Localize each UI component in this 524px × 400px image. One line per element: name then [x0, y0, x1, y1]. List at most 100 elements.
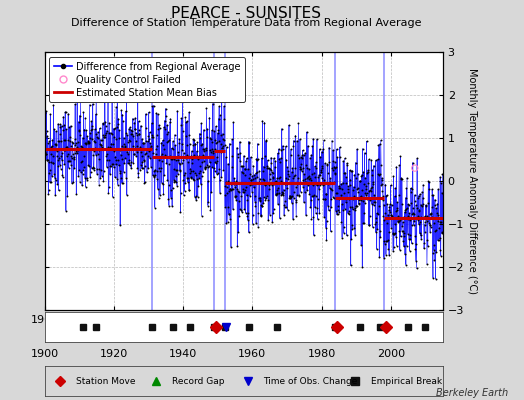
Point	[398, 223, 407, 230]
Point	[424, 200, 432, 206]
Point	[248, 173, 257, 179]
Point	[362, 186, 370, 193]
Point	[215, 166, 224, 172]
Point	[78, 182, 86, 189]
Point	[259, 163, 268, 170]
Point	[359, 169, 367, 175]
Point	[286, 193, 294, 200]
Point	[208, 164, 216, 170]
Point	[145, 148, 153, 154]
Point	[418, 203, 427, 210]
Point	[315, 210, 323, 216]
Point	[375, 203, 383, 209]
Point	[199, 152, 208, 158]
Point	[408, 222, 416, 228]
Point	[318, 163, 326, 170]
Point	[104, 91, 112, 97]
Point	[421, 219, 429, 225]
Text: Difference of Station Temperature Data from Regional Average: Difference of Station Temperature Data f…	[71, 18, 421, 28]
Point	[265, 165, 274, 172]
Point	[281, 143, 290, 150]
Point	[230, 178, 238, 185]
Point	[190, 194, 199, 200]
Point	[209, 150, 217, 156]
Point	[89, 151, 97, 158]
Point	[432, 249, 441, 256]
Point	[160, 118, 169, 124]
Point	[394, 217, 402, 224]
Point	[132, 129, 140, 136]
Point	[157, 153, 165, 160]
Point	[357, 193, 365, 200]
Point	[438, 228, 446, 235]
Point	[244, 210, 253, 216]
Point	[82, 175, 91, 181]
Point	[266, 212, 274, 218]
Point	[218, 145, 226, 151]
Point	[307, 196, 315, 203]
Point	[335, 208, 343, 215]
Point	[178, 147, 187, 153]
Point	[116, 152, 125, 158]
Point	[102, 123, 110, 129]
Point	[53, 153, 61, 159]
Point	[422, 216, 430, 222]
Point	[193, 139, 202, 146]
Point	[321, 190, 330, 197]
Point	[254, 156, 262, 162]
Point	[115, 135, 123, 142]
Point	[89, 101, 97, 107]
Point	[312, 164, 321, 171]
Point	[172, 173, 180, 179]
Point	[56, 121, 64, 128]
Point	[381, 192, 390, 199]
Point	[276, 174, 284, 180]
Point	[64, 110, 72, 117]
Point	[330, 195, 338, 202]
Point	[111, 174, 119, 180]
Point	[425, 222, 434, 229]
Point	[253, 140, 261, 147]
Point	[222, 178, 230, 185]
Point	[139, 140, 147, 146]
Point	[59, 126, 67, 133]
Point	[210, 168, 219, 174]
Point	[346, 177, 355, 183]
Point	[301, 175, 310, 182]
Point	[80, 126, 89, 133]
Point	[224, 178, 233, 184]
Point	[324, 207, 333, 214]
Point	[278, 146, 287, 152]
Point	[309, 135, 318, 142]
Point	[389, 248, 397, 254]
Point	[438, 190, 446, 196]
Point	[220, 103, 228, 110]
Point	[263, 193, 271, 200]
Point	[369, 181, 377, 187]
Point	[71, 101, 79, 107]
Point	[165, 182, 173, 188]
Point	[332, 190, 341, 197]
Point	[50, 170, 58, 177]
Point	[312, 159, 320, 166]
Point	[423, 243, 432, 249]
Point	[196, 142, 205, 148]
Point	[299, 176, 308, 183]
Point	[437, 219, 445, 226]
Point	[252, 156, 260, 162]
Point	[305, 175, 314, 182]
Point	[221, 142, 229, 149]
Point	[363, 190, 372, 196]
Point	[253, 169, 261, 175]
Point	[131, 115, 139, 121]
Point	[195, 163, 204, 170]
Point	[204, 198, 213, 205]
Text: Record Gap: Record Gap	[172, 376, 224, 386]
Point	[350, 193, 358, 200]
Point	[49, 102, 58, 108]
Point	[412, 240, 420, 247]
Point	[147, 143, 155, 150]
Point	[144, 165, 152, 172]
Point	[429, 246, 438, 253]
Point	[354, 170, 362, 177]
